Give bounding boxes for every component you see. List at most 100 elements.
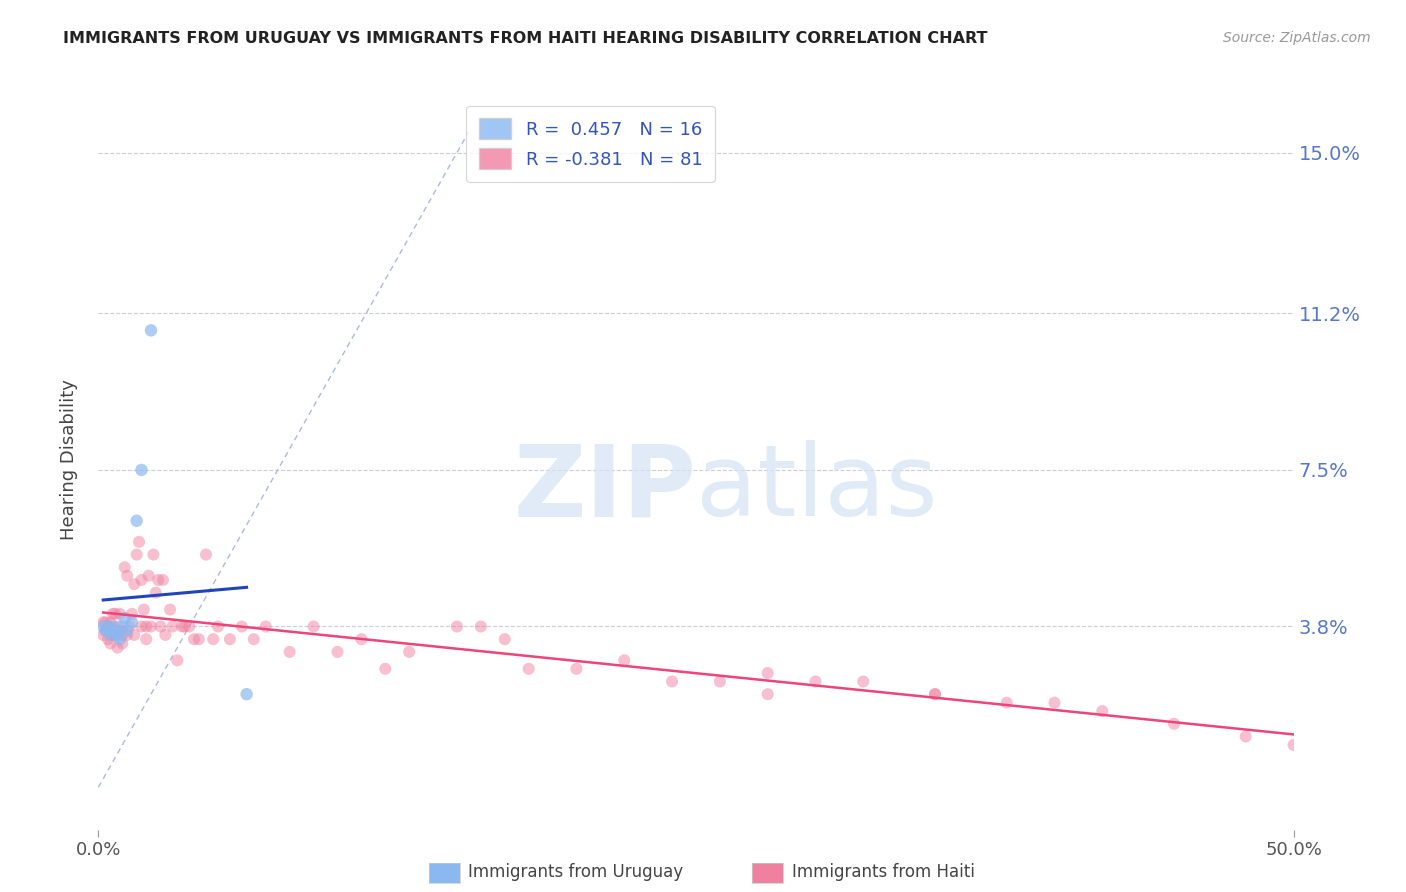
Point (756, 687, 779, 701)
Point (278, 645, 301, 659)
Point (183, 632, 205, 647)
Point (135, 619, 157, 633)
Point (1282, 738, 1305, 752)
Point (121, 615, 143, 630)
Point (1043, 696, 1066, 710)
Point (97, 619, 120, 633)
Point (565, 662, 588, 676)
Point (1163, 716, 1185, 731)
Point (207, 619, 229, 633)
Text: ZIP: ZIP (513, 441, 696, 538)
Text: Immigrants from Uruguay: Immigrants from Uruguay (468, 863, 683, 881)
Point (302, 619, 325, 633)
Point (494, 632, 516, 647)
Point (135, 632, 157, 647)
Point (187, 632, 209, 647)
Point (108, 632, 131, 647)
Point (145, 585, 167, 599)
Point (231, 619, 253, 633)
Point (94, 615, 117, 630)
Point (166, 653, 188, 667)
Point (128, 534, 150, 549)
Point (125, 514, 148, 528)
Point (107, 640, 129, 655)
Point (142, 548, 165, 562)
Point (115, 628, 138, 642)
Point (115, 568, 138, 582)
Point (97, 619, 120, 633)
Text: Immigrants from Haiti: Immigrants from Haiti (792, 863, 974, 881)
Point (132, 602, 155, 616)
Point (125, 548, 148, 562)
Point (138, 568, 160, 582)
Point (195, 548, 218, 562)
Point (446, 619, 468, 633)
Point (121, 607, 143, 621)
Point (131, 619, 153, 633)
Point (162, 619, 184, 633)
Point (517, 662, 540, 676)
Point (326, 645, 349, 659)
Point (756, 666, 779, 681)
Point (98, 628, 122, 642)
Text: atlas: atlas (696, 441, 938, 538)
Point (350, 632, 373, 647)
Point (173, 619, 195, 633)
Point (91, 619, 114, 633)
Point (995, 696, 1018, 710)
Point (924, 687, 946, 701)
Point (98, 636, 122, 650)
Point (124, 628, 146, 642)
Point (179, 619, 201, 633)
Point (91, 615, 114, 630)
Point (131, 463, 153, 477)
Y-axis label: Hearing Disability: Hearing Disability (59, 379, 77, 540)
Point (149, 619, 172, 633)
Point (152, 573, 174, 587)
Point (114, 611, 136, 625)
Point (852, 674, 875, 689)
Point (1091, 704, 1114, 718)
Point (924, 687, 946, 701)
Point (661, 674, 683, 689)
Point (235, 687, 257, 701)
Point (111, 636, 134, 650)
Point (1234, 730, 1257, 744)
Point (374, 662, 396, 676)
Point (124, 577, 146, 591)
Point (398, 645, 420, 659)
Point (101, 607, 124, 621)
Point (98, 615, 122, 630)
Point (155, 628, 177, 642)
Point (172, 619, 194, 633)
Text: IMMIGRANTS FROM URUGUAY VS IMMIGRANTS FROM HAITI HEARING DISABILITY CORRELATION : IMMIGRANTS FROM URUGUAY VS IMMIGRANTS FR… (63, 31, 988, 46)
Point (118, 619, 141, 633)
Point (613, 653, 636, 667)
Point (97, 632, 120, 647)
Point (139, 619, 162, 633)
Point (107, 619, 129, 633)
Point (159, 602, 181, 616)
Point (111, 628, 134, 642)
Point (101, 619, 124, 633)
Point (202, 632, 225, 647)
Legend: R =  0.457   N = 16, R = -0.381   N = 81: R = 0.457 N = 16, R = -0.381 N = 81 (465, 105, 714, 182)
Point (101, 628, 124, 642)
Point (470, 619, 492, 633)
Point (94, 624, 117, 638)
Point (254, 619, 277, 633)
Point (91, 628, 114, 642)
Point (107, 628, 129, 642)
Text: Source: ZipAtlas.com: Source: ZipAtlas.com (1223, 31, 1371, 45)
Point (104, 607, 127, 621)
Point (115, 624, 138, 638)
Point (108, 624, 131, 638)
Point (131, 573, 153, 587)
Point (709, 674, 731, 689)
Point (94, 624, 117, 638)
Point (219, 632, 242, 647)
Point (148, 573, 170, 587)
Point (114, 560, 136, 574)
Point (111, 619, 134, 633)
Point (243, 632, 266, 647)
